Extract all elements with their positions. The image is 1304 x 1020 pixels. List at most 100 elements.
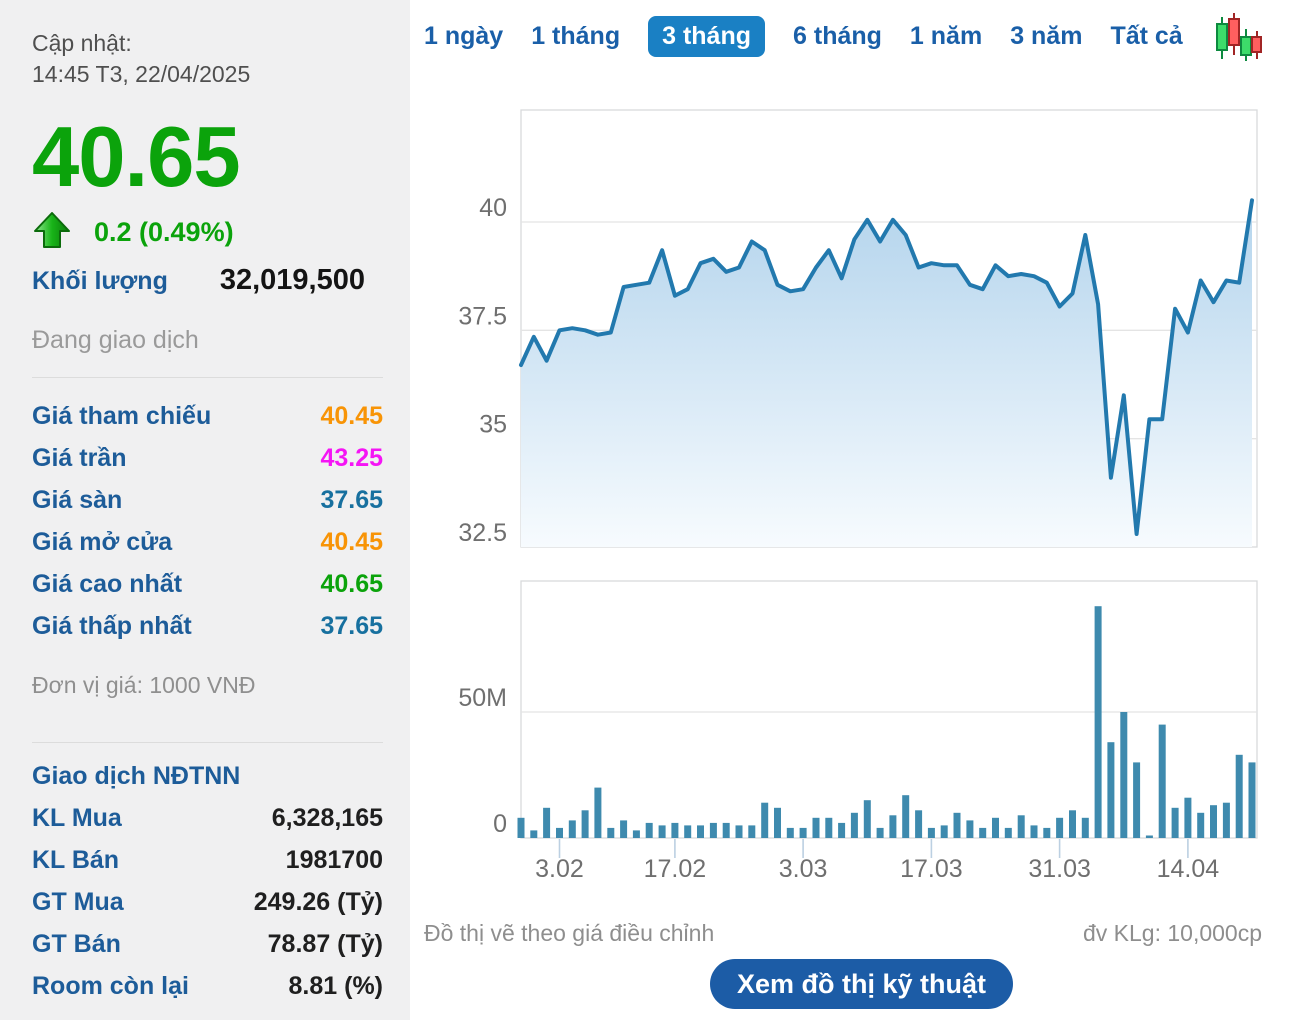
price-row-low: Giá thấp nhất 37.65 — [32, 612, 383, 641]
volume-bar — [568, 820, 576, 838]
adjusted-price-note: Đồ thị vẽ theo giá điều chỉnh — [424, 920, 715, 946]
x-tick-label: 31.03 — [1028, 855, 1091, 883]
volume-bar — [1184, 797, 1192, 838]
volume-bar — [556, 827, 563, 838]
row-value: 1981700 — [285, 846, 383, 874]
row-label: GT Bán — [32, 930, 121, 958]
row-value: 40.45 — [320, 528, 383, 556]
candlestick-chart-icon[interactable] — [1213, 11, 1263, 61]
volume-bar — [966, 820, 974, 838]
x-tick-label: 17.02 — [644, 855, 707, 883]
period-tabs: 1 ngày 1 tháng 3 tháng 6 tháng 1 năm 3 n… — [424, 11, 1263, 61]
price-row-ceiling: Giá trần 43.25 — [32, 444, 383, 473]
volume-bar — [786, 827, 794, 838]
volume-bar — [825, 817, 833, 838]
price-line — [519, 198, 1254, 536]
tab-1-ngay[interactable]: 1 ngày — [424, 21, 504, 50]
volume-bar — [709, 822, 717, 838]
price-y-tick: 35 — [479, 411, 507, 439]
tab-3-nam[interactable]: 3 năm — [1010, 21, 1083, 50]
volume-bar — [530, 830, 538, 838]
price-y-tick: 40 — [479, 194, 507, 222]
row-label: Room còn lại — [32, 972, 189, 1000]
volume-bar — [1094, 606, 1102, 838]
volume-bar — [902, 795, 910, 838]
volume-bar — [1004, 827, 1012, 838]
tab-6-thang[interactable]: 6 tháng — [793, 21, 882, 50]
volume-bar — [1171, 807, 1179, 838]
volume-bar — [838, 822, 846, 838]
row-value: 37.65 — [320, 612, 383, 640]
update-time: 14:45 T3, 22/04/2025 — [32, 61, 251, 87]
volume-bar — [812, 817, 820, 838]
row-label: Giá thấp nhất — [32, 612, 192, 640]
volume-bar — [517, 817, 525, 838]
row-value: 40.45 — [320, 402, 383, 430]
foreign-row-buy-value: GT Mua 249.26 (Tỷ) — [32, 888, 383, 917]
quote-sidebar: Cập nhật: 14:45 T3, 22/04/2025 40.65 0.2… — [0, 0, 410, 1020]
volume-bar — [607, 827, 615, 838]
price-row-reference: Giá tham chiếu 40.45 — [32, 402, 383, 431]
price-unit-note: Đơn vị giá: 1000 VNĐ — [32, 672, 256, 698]
volume-bar — [876, 827, 884, 838]
volume-bar — [1222, 802, 1230, 838]
volume-bar — [1017, 815, 1025, 838]
x-tick-label: 3.02 — [535, 855, 584, 883]
volume-bar — [658, 825, 666, 838]
volume-bar — [1197, 812, 1205, 838]
volume-bar — [1210, 805, 1217, 838]
foreign-trading-title: Giao dịch NĐTNN — [32, 762, 241, 790]
row-label: Giá mở cửa — [32, 528, 173, 556]
volume-bar — [953, 812, 961, 838]
volume-bar — [722, 822, 730, 838]
volume-bar — [1030, 825, 1038, 838]
volume-bar — [863, 800, 871, 838]
volume-bar — [799, 827, 807, 838]
volume-unit-note: đv KLg: 10,000cp — [1082, 920, 1262, 946]
volume-bar — [1056, 817, 1064, 838]
row-value: 43.25 — [320, 444, 383, 472]
volume-plot-frame — [520, 580, 1258, 839]
volume-bar — [992, 817, 999, 838]
volume-bar-chart[interactable]: 50M 0 3.02 17.02 3.03 17.03 31.03 14.04 — [410, 560, 1304, 890]
up-arrow-icon — [32, 210, 72, 255]
price-row-high: Giá cao nhất 40.65 — [32, 570, 383, 599]
volume-bar — [850, 812, 858, 838]
volume-bar — [748, 825, 756, 838]
foreign-row-sell-value: GT Bán 78.87 (Tỷ) — [32, 930, 383, 959]
price-area-chart[interactable]: 40 37.5 35 32.5 — [410, 80, 1304, 560]
volume-bar — [761, 802, 769, 838]
update-block: Cập nhật: 14:45 T3, 22/04/2025 — [32, 28, 383, 90]
trading-status: Đang giao dịch — [32, 326, 199, 354]
row-label: Giá trần — [32, 444, 127, 472]
volume-bar — [889, 815, 897, 838]
tab-3-thang-active[interactable]: 3 tháng — [648, 15, 766, 57]
volume-bar — [697, 825, 704, 838]
volume-bar — [1069, 810, 1076, 838]
volume-bar — [1081, 817, 1089, 838]
volume-row: Khối lượng 32,019,500 — [32, 264, 383, 297]
volume-bar — [684, 825, 692, 838]
tab-tat-ca[interactable]: Tất cả — [1110, 21, 1183, 50]
volume-bar — [979, 827, 987, 838]
price-change-value: 0.2 (0.49%) — [94, 216, 234, 247]
volume-bar — [581, 810, 589, 838]
price-y-tick: 37.5 — [458, 302, 507, 330]
volume-bar — [1235, 754, 1243, 838]
x-tick-label: 3.03 — [779, 855, 828, 883]
price-row-floor: Giá sàn 37.65 — [32, 486, 383, 515]
price-y-tick: 32.5 — [458, 519, 507, 547]
update-label: Cập nhật: — [32, 30, 132, 56]
volume-bar — [620, 820, 628, 838]
divider — [32, 377, 383, 378]
row-label: Giá sàn — [32, 486, 123, 514]
row-value: 6,328,165 — [271, 804, 383, 832]
row-label: KL Mua — [32, 804, 122, 832]
volume-bar — [915, 810, 923, 838]
volume-bar — [735, 825, 743, 838]
volume-bar — [645, 822, 653, 838]
technical-chart-button[interactable]: Xem đồ thị kỹ thuật — [710, 959, 1013, 1009]
tab-1-thang[interactable]: 1 tháng — [531, 21, 621, 50]
volume-bar — [543, 807, 551, 838]
tab-1-nam[interactable]: 1 năm — [909, 21, 983, 50]
